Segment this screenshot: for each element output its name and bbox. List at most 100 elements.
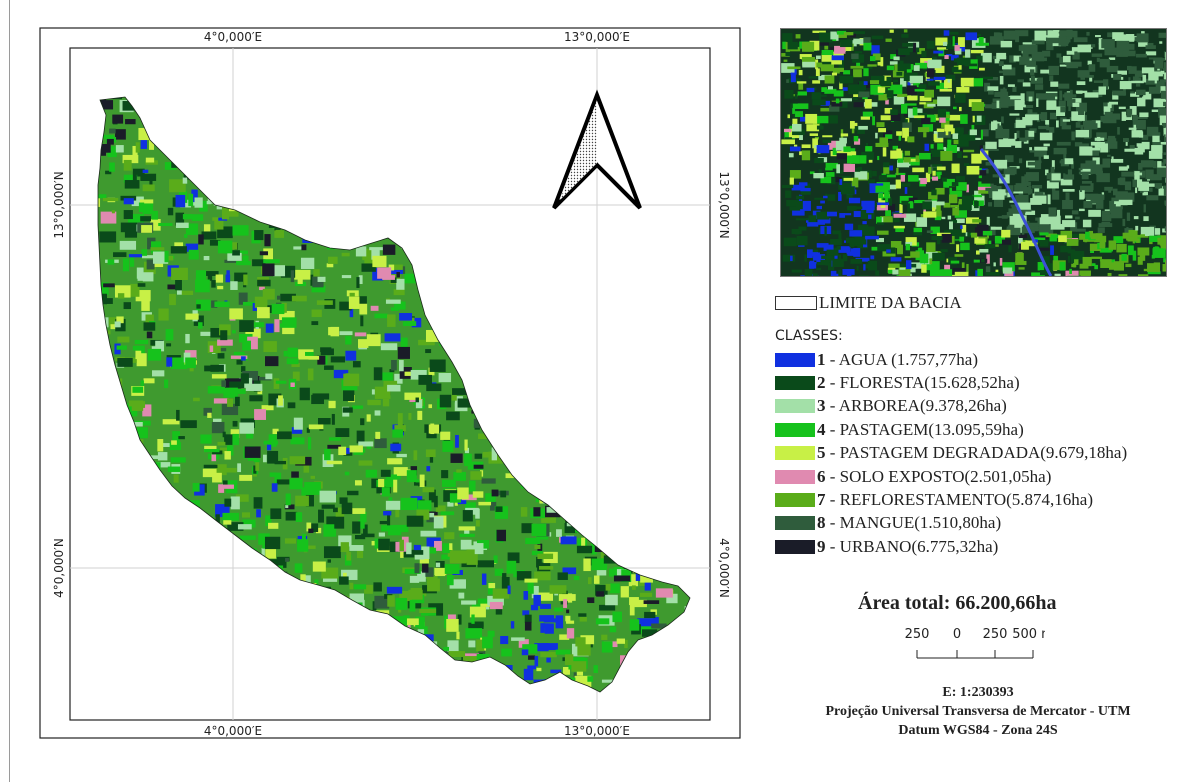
landcover-patch [1046, 40, 1054, 51]
landcover-patch [209, 345, 214, 353]
landcover-patch [222, 512, 239, 521]
landcover-patch [426, 515, 441, 523]
landcover-patch [119, 240, 137, 250]
landcover-patch [487, 582, 493, 595]
landcover-patch [268, 522, 279, 529]
landcover-patch [195, 299, 211, 311]
landcover-patch [358, 441, 374, 447]
landcover-patch [1001, 64, 1012, 70]
landcover-patch [211, 454, 217, 462]
landcover-patch [806, 124, 820, 132]
landcover-patch [804, 254, 807, 262]
landcover-patch [1122, 34, 1128, 43]
landcover-patch [185, 243, 199, 252]
landcover-patch [1131, 172, 1143, 176]
landcover-patch [973, 78, 984, 87]
landcover-patch [417, 500, 432, 511]
landcover-patch [907, 203, 910, 213]
landcover-patch [895, 172, 906, 175]
landcover-patch [859, 65, 873, 69]
landcover-patch [254, 296, 268, 308]
landcover-patch [904, 187, 908, 194]
landcover-patch [188, 249, 199, 260]
landcover-patch [1148, 86, 1161, 94]
legend-class-text: - SOLO EXPOSTO(2.501,05ha) [825, 466, 1052, 486]
landcover-patch [1063, 174, 1075, 180]
landcover-patch [961, 195, 974, 205]
landcover-patch [98, 196, 101, 207]
landcover-patch [1164, 72, 1166, 80]
landcover-patch [533, 507, 541, 517]
landcover-patch [1121, 76, 1124, 80]
landcover-patch [982, 52, 992, 63]
landcover-patch [814, 157, 824, 164]
landcover-patch [1084, 237, 1088, 243]
landcover-patch [830, 270, 837, 276]
landcover-patch [571, 661, 587, 672]
landcover-patch [528, 655, 536, 660]
landcover-patch [876, 122, 885, 128]
landcover-patch [928, 191, 938, 200]
landcover-patch [961, 262, 965, 272]
landcover-patch [1100, 259, 1112, 268]
landcover-patch [387, 512, 391, 526]
landcover-patch [184, 350, 197, 360]
landcover-patch [782, 33, 793, 43]
landcover-patch [1165, 177, 1166, 183]
landcover-patch [824, 226, 827, 236]
landcover-patch [850, 33, 856, 38]
landcover-patch [1094, 142, 1105, 148]
landcover-patch [518, 639, 529, 648]
landcover-patch [846, 251, 855, 256]
landcover-patch [441, 479, 456, 488]
landcover-patch [234, 272, 248, 282]
landcover-patch [1053, 255, 1059, 264]
landcover-patch [956, 87, 970, 93]
landcover-patch [199, 200, 208, 212]
landcover-patch [142, 404, 152, 417]
landcover-patch [902, 127, 909, 138]
landcover-patch [1039, 270, 1049, 276]
landcover-patch [111, 210, 115, 214]
landcover-patch [1163, 62, 1166, 71]
landcover-patch [1140, 226, 1155, 237]
landcover-patch [438, 372, 452, 383]
landcover-patch [212, 450, 223, 455]
landcover-patch [217, 339, 233, 346]
landcover-patch [464, 502, 476, 512]
landcover-patch [935, 210, 942, 218]
landcover-patch [799, 151, 802, 156]
landcover-patch [1134, 77, 1141, 82]
landcover-patch [1060, 245, 1072, 253]
landcover-patch [442, 543, 452, 554]
landcover-patch [236, 359, 243, 365]
landcover-patch [1071, 131, 1075, 141]
landcover-patch [372, 255, 387, 268]
landcover-patch [458, 592, 465, 599]
landcover-patch [851, 53, 859, 60]
landcover-patch [142, 201, 154, 214]
landcover-patch [936, 239, 941, 245]
landcover-patch [601, 641, 613, 653]
landcover-patch [959, 236, 965, 242]
landcover-patch [542, 643, 558, 651]
classes-title: CLASSES: [775, 328, 843, 344]
landcover-patch [792, 108, 795, 114]
landcover-patch [273, 265, 286, 277]
landcover-patch [932, 164, 943, 167]
landcover-patch [232, 420, 238, 427]
landcover-patch [335, 428, 350, 438]
landcover-patch [302, 533, 306, 541]
landcover-patch [824, 88, 837, 94]
landcover-patch [787, 41, 798, 50]
landcover-patch [1035, 84, 1044, 90]
landcover-patch [796, 195, 805, 200]
landcover-patch [1033, 226, 1044, 229]
legend-class-3: 3 - ARBOREA(9.378,26ha) [775, 395, 1185, 418]
landcover-patch [328, 327, 334, 336]
landcover-patch [409, 599, 416, 612]
landcover-patch [1035, 93, 1048, 100]
landcover-patch [840, 39, 853, 48]
landcover-patch [899, 195, 913, 204]
landcover-patch [180, 199, 192, 208]
